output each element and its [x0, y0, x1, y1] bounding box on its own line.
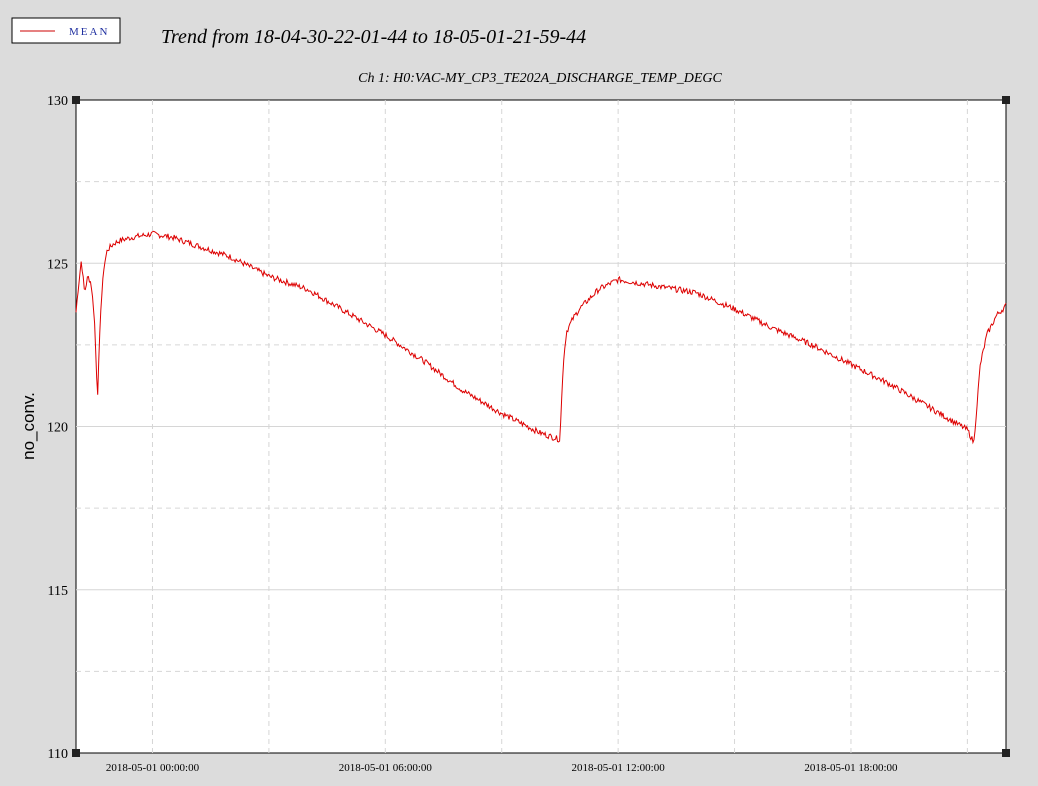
corner-marker-bottom-left	[72, 749, 80, 757]
corner-marker-top-right	[1002, 96, 1010, 104]
legend: MEAN	[11, 17, 121, 44]
corner-marker-bottom-right	[1002, 749, 1010, 757]
x-axis-ticks: 2018-05-01 00:00:00 2018-05-01 06:00:00 20…	[106, 762, 898, 774]
x-tick-label: 2018-05-01 00:00:00	[106, 762, 200, 774]
chart-main-title: Trend from 18-04-30-22-01-44 to 18-05-01…	[161, 26, 586, 48]
y-tick-label: 115	[48, 584, 68, 599]
y-tick-label: 120	[47, 421, 68, 436]
chart-subtitle: Ch 1: H0:VAC-MY_CP3_TE202A_DISCHARGE_TEM…	[358, 71, 722, 86]
x-tick-label: 2018-05-01 06:00:00	[339, 762, 433, 774]
y-axis-ticks: 110 115 120 125 130	[47, 94, 68, 762]
legend-label: MEAN	[69, 26, 109, 38]
y-tick-label: 110	[48, 747, 68, 762]
x-tick-label: 2018-05-01 12:00:00	[572, 762, 666, 774]
series-line-mean	[75, 230, 1007, 445]
x-tick-label: 2018-05-01 18:00:00	[804, 762, 898, 774]
y-axis-label: no_conv.	[19, 392, 38, 460]
corner-marker-top-left	[72, 96, 80, 104]
grid	[76, 100, 1006, 753]
y-tick-label: 125	[47, 257, 68, 272]
y-tick-label: 130	[47, 94, 68, 109]
